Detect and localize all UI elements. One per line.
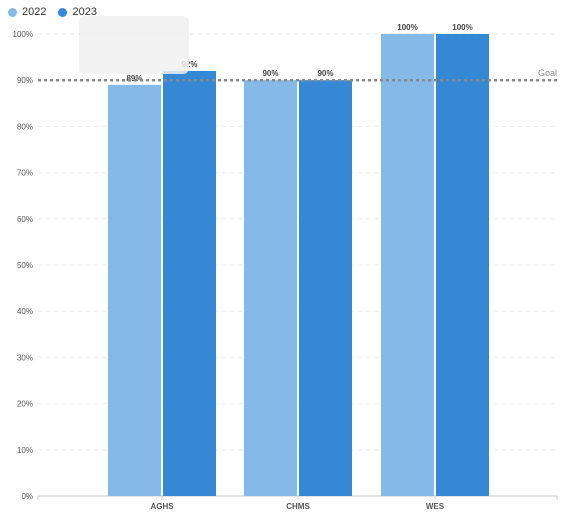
bar-2023-wes (436, 34, 489, 496)
y-tick-label: 20% (17, 400, 33, 409)
data-label: 90% (317, 69, 333, 78)
y-tick-label: 90% (17, 76, 33, 85)
data-label: 89% (126, 74, 142, 83)
bar-2023-chms (299, 80, 352, 496)
data-label: 90% (262, 69, 278, 78)
y-tick-label: 40% (17, 307, 33, 316)
tooltip-background (79, 16, 189, 74)
bar-2023-aghs (163, 70, 216, 497)
bar-2022-chms (244, 80, 297, 496)
y-tick-label: 100% (13, 30, 33, 39)
legend-item-2022[interactable]: 2022 (8, 6, 46, 18)
data-label: 92% (181, 60, 197, 69)
data-label: 100% (452, 23, 472, 32)
y-tick-label: 60% (17, 215, 33, 224)
legend-label-2022: 2022 (22, 6, 47, 18)
legend-swatch-2023 (58, 7, 68, 17)
bar-2022-wes (381, 34, 434, 496)
y-tick-label: 30% (17, 353, 33, 362)
y-tick-label: 80% (17, 122, 33, 131)
legend-item-2023[interactable]: 2023 (58, 6, 97, 18)
legend-swatch-2022 (8, 7, 17, 17)
x-tick-label: WES (426, 502, 445, 511)
y-tick-label: 50% (17, 261, 33, 270)
y-tick-label: 70% (17, 169, 33, 178)
y-tick-label: 0% (21, 492, 33, 501)
bar-2022-aghs (108, 84, 161, 496)
chart-legend: 2022 2023 (8, 6, 97, 18)
y-tick-label: 10% (17, 446, 33, 455)
x-tick-label: CHMS (286, 502, 310, 511)
legend-label-2023: 2023 (72, 6, 97, 18)
x-tick-label: AGHS (150, 502, 174, 511)
data-label: 100% (397, 23, 417, 32)
goal-label: Goal (538, 68, 557, 78)
